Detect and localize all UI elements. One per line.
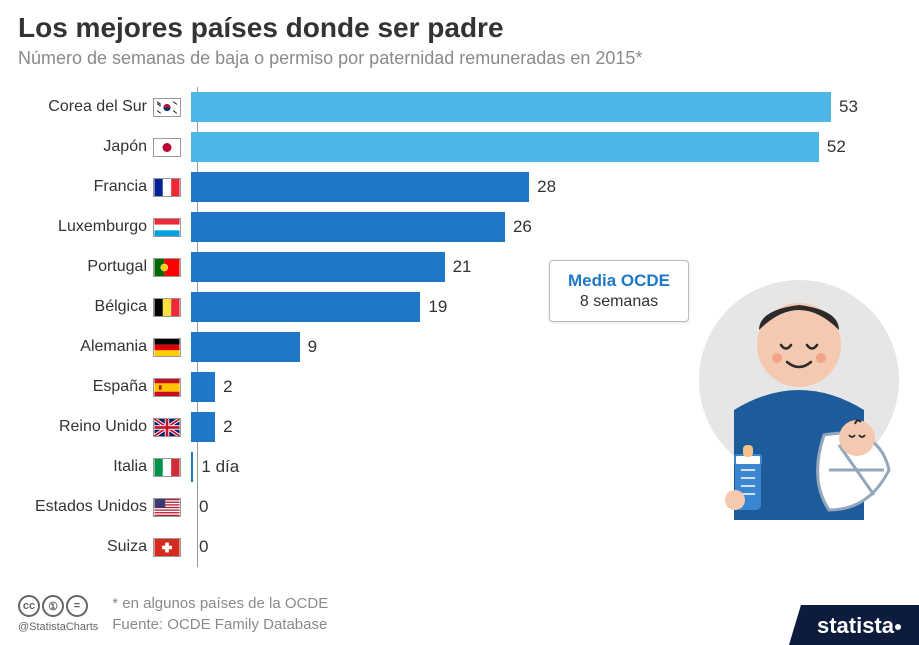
table-row: Japón 52 xyxy=(18,127,901,167)
be-flag-icon xyxy=(153,298,181,317)
jp-flag-icon xyxy=(153,138,181,157)
bar xyxy=(191,92,831,122)
table-row: Luxemburgo 26 xyxy=(18,207,901,247)
country-label: Alemania xyxy=(18,338,153,356)
bar xyxy=(191,412,215,442)
value-label: 1 día xyxy=(201,457,239,477)
father-illustration xyxy=(689,260,899,520)
statista-handle: @StatistaCharts xyxy=(18,621,98,633)
value-label: 52 xyxy=(827,137,846,157)
callout-value: 8 semanas xyxy=(568,293,670,311)
country-label: Bélgica xyxy=(18,298,153,316)
chart-title: Los mejores países donde ser padre xyxy=(18,12,901,44)
avg-callout: Media OCDE 8 semanas xyxy=(549,260,689,322)
value-label: 2 xyxy=(223,377,232,397)
country-label: España xyxy=(18,378,153,396)
cc-icon: cc xyxy=(18,595,40,617)
value-label: 0 xyxy=(199,497,208,517)
table-row: Francia 28 xyxy=(18,167,901,207)
bar-wrap: 26 xyxy=(191,207,901,247)
bar xyxy=(191,292,420,322)
country-label: Portugal xyxy=(18,258,153,276)
bar xyxy=(191,252,445,282)
chart-subtitle: Número de semanas de baja o permiso por … xyxy=(18,48,901,69)
bar xyxy=(191,172,529,202)
country-label: Luxemburgo xyxy=(18,218,153,236)
country-label: Japón xyxy=(18,138,153,156)
bar-wrap: 52 xyxy=(191,127,901,167)
bar xyxy=(191,372,215,402)
fr-flag-icon xyxy=(153,178,181,197)
value-label: 2 xyxy=(223,417,232,437)
value-label: 28 xyxy=(537,177,556,197)
value-label: 26 xyxy=(513,217,532,237)
cc-license-icons: cc ① = @StatistaCharts xyxy=(18,595,98,633)
value-label: 53 xyxy=(839,97,858,117)
es-flag-icon xyxy=(153,378,181,397)
country-label: Suiza xyxy=(18,538,153,556)
bar xyxy=(191,452,193,482)
it-flag-icon xyxy=(153,458,181,477)
by-icon: ① xyxy=(42,595,64,617)
footer-source: Fuente: OCDE Family Database xyxy=(112,614,328,635)
pt-flag-icon xyxy=(153,258,181,277)
country-label: Italia xyxy=(18,458,153,476)
bar xyxy=(191,132,819,162)
kr-flag-icon xyxy=(153,98,181,117)
bar-wrap: 0 xyxy=(191,527,901,567)
bar xyxy=(191,332,300,362)
value-label: 21 xyxy=(453,257,472,277)
value-label: 0 xyxy=(199,537,208,557)
footer-note: * en algunos países de la OCDE xyxy=(112,593,328,614)
bar-wrap: 53 xyxy=(191,87,901,127)
bar xyxy=(191,212,505,242)
us-flag-icon xyxy=(153,498,181,517)
nd-icon: = xyxy=(66,595,88,617)
footer: cc ① = @StatistaCharts * en algunos país… xyxy=(0,583,919,645)
table-row: Corea del Sur 53 xyxy=(18,87,901,127)
callout-title: Media OCDE xyxy=(568,271,670,291)
ch-flag-icon xyxy=(153,538,181,557)
lu-flag-icon xyxy=(153,218,181,237)
bar-wrap: 28 xyxy=(191,167,901,207)
country-label: Corea del Sur xyxy=(18,98,153,116)
statista-logo: statista xyxy=(789,605,919,645)
de-flag-icon xyxy=(153,338,181,357)
uk-flag-icon xyxy=(153,418,181,437)
country-label: Francia xyxy=(18,178,153,196)
country-label: Reino Unido xyxy=(18,418,153,436)
value-label: 19 xyxy=(428,297,447,317)
value-label: 9 xyxy=(308,337,317,357)
table-row: Suiza 0 xyxy=(18,527,901,567)
country-label: Estados Unidos xyxy=(18,498,153,516)
